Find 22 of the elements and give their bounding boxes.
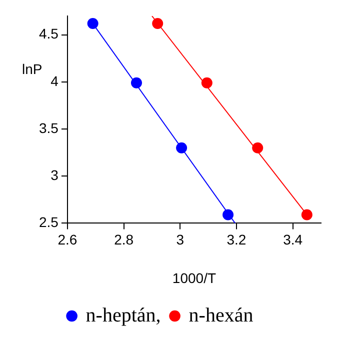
point	[176, 142, 188, 154]
point	[87, 18, 98, 30]
x-tick-label: 2.6	[58, 231, 78, 248]
point	[201, 77, 212, 88]
point	[222, 209, 234, 220]
y-tick-label: 3.5	[38, 120, 59, 136]
x-tick-label: 2.8	[114, 231, 134, 248]
x-tick-label: 3.2	[226, 231, 246, 248]
point	[252, 142, 264, 154]
point	[130, 77, 142, 88]
y-tick-label: 3	[50, 166, 59, 183]
x-axis-title: 1000/T	[172, 270, 216, 286]
point	[301, 209, 312, 220]
x-tick-label: 3	[176, 231, 184, 248]
y-tick-label: 2.5	[38, 214, 59, 230]
legend-label: n-heptán,	[86, 304, 161, 326]
y-tick-label: 4	[50, 72, 59, 89]
x-tick-label: 3.4	[283, 231, 303, 248]
y-tick-label: 4.5	[38, 26, 59, 42]
legend-label: n-hexán	[188, 304, 254, 326]
y-axis-title: lnP	[22, 60, 42, 77]
point	[152, 18, 164, 30]
